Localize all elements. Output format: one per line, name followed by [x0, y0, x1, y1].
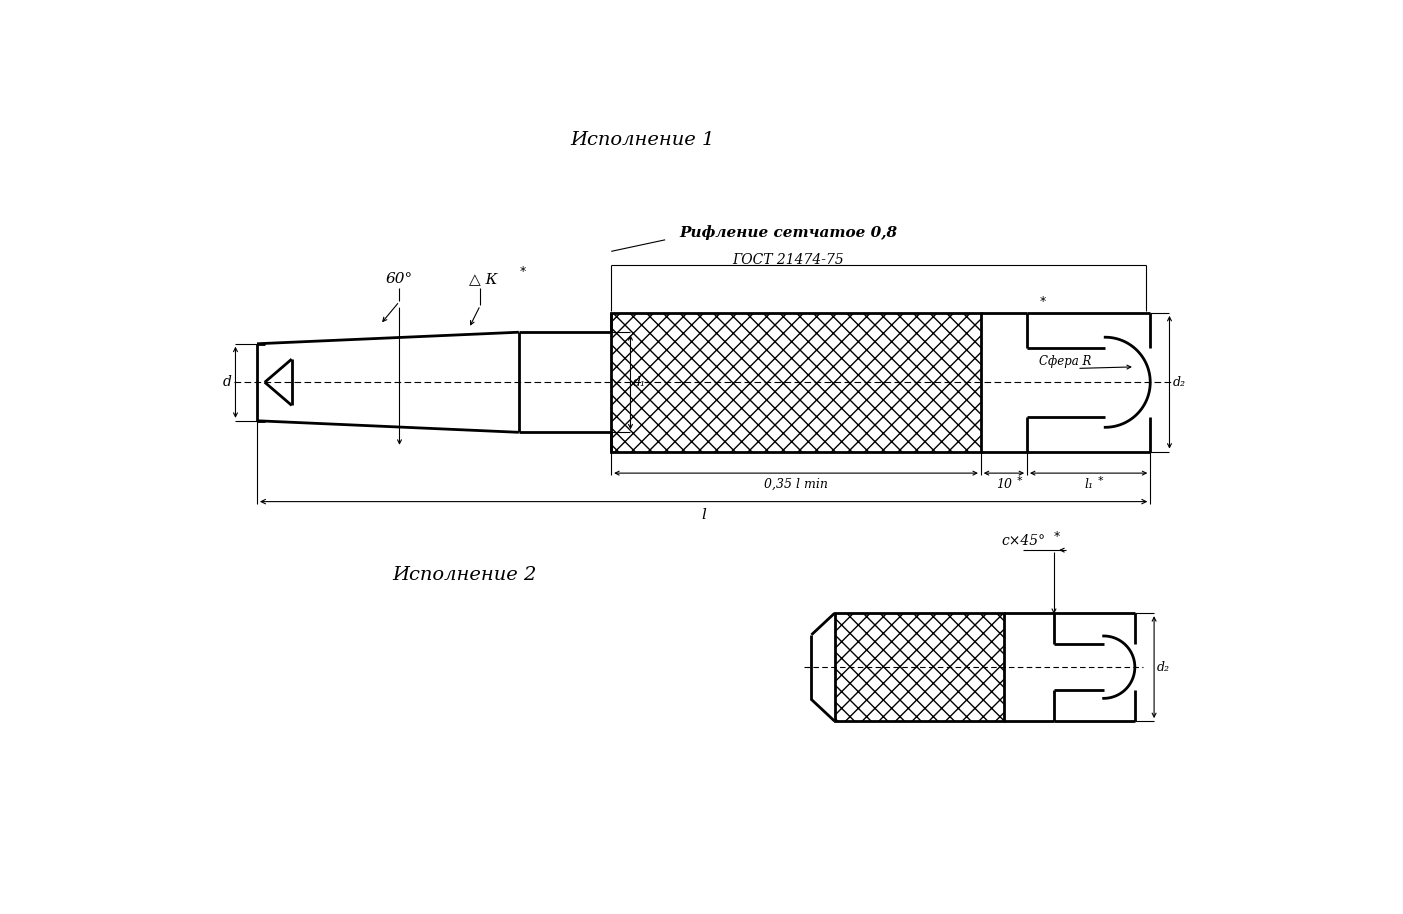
Text: *: * — [1017, 476, 1023, 486]
Text: Рифление сетчатое 0,8: Рифление сетчатое 0,8 — [679, 225, 898, 239]
Text: l₁: l₁ — [1085, 478, 1093, 491]
Text: d₂: d₂ — [1157, 661, 1170, 674]
Text: d: d — [223, 376, 231, 389]
Text: ГОСТ 21474-75: ГОСТ 21474-75 — [732, 253, 845, 267]
Text: с×45°: с×45° — [1002, 534, 1045, 547]
Text: 10: 10 — [996, 478, 1012, 491]
Text: d₂: d₂ — [1173, 376, 1186, 388]
Text: Исполнение 1: Исполнение 1 — [570, 131, 714, 149]
Bar — [612, 313, 981, 452]
Text: *: * — [1040, 295, 1045, 308]
Text: Сфера R: Сфера R — [1038, 356, 1092, 368]
Bar — [835, 613, 1005, 721]
Text: *: * — [1054, 530, 1061, 543]
Text: l: l — [702, 508, 706, 522]
Text: d₁: d₁ — [633, 376, 645, 388]
Text: 0,35 l min: 0,35 l min — [765, 478, 828, 491]
Text: 60°: 60° — [386, 272, 412, 286]
Text: *: * — [519, 265, 526, 278]
Text: △ К: △ К — [469, 272, 497, 286]
Bar — [835, 613, 1005, 721]
Text: Исполнение 2: Исполнение 2 — [393, 566, 537, 584]
Text: *: * — [1097, 476, 1103, 486]
Bar — [612, 313, 981, 452]
